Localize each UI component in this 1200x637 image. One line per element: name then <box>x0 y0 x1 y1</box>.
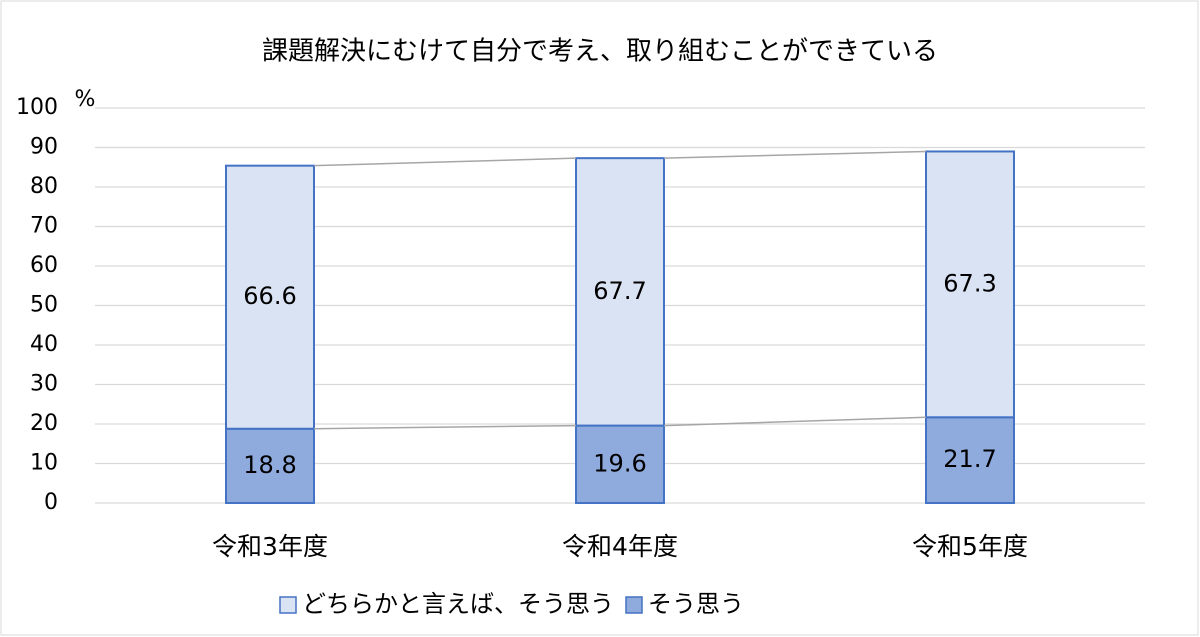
y-unit: % <box>75 87 96 112</box>
data-label: 19.6 <box>593 449 646 477</box>
series-line <box>663 416 927 427</box>
y-tick-label: 100 <box>16 95 58 120</box>
chart-title: 課題解決にむけて自分で考え、取り組むことができている <box>262 37 938 67</box>
x-tick-label: 令和3年度 <box>212 532 328 561</box>
series-line <box>313 157 577 167</box>
y-tick-label: 70 <box>30 214 58 239</box>
y-tick-label: 60 <box>30 253 58 278</box>
data-label: 66.6 <box>243 282 296 310</box>
y-tick-label: 80 <box>30 174 58 199</box>
x-tick-label: 令和5年度 <box>912 532 1028 561</box>
y-tick-label: 20 <box>30 411 58 436</box>
bar-segment <box>575 157 665 427</box>
legend-swatch <box>279 596 297 614</box>
bar-segment <box>225 427 315 504</box>
series-line <box>663 150 927 159</box>
series-line <box>313 424 577 430</box>
data-label: 67.3 <box>943 269 996 297</box>
y-tick-label: 90 <box>30 135 58 160</box>
data-label: 18.8 <box>243 451 296 479</box>
bar-segment <box>925 150 1015 419</box>
legend-swatch <box>625 596 643 614</box>
y-tick-label: 10 <box>30 451 58 476</box>
y-tick-label: 0 <box>44 490 58 515</box>
x-tick-label: 令和4年度 <box>562 532 678 561</box>
data-label: 21.7 <box>943 445 996 473</box>
data-label: 67.7 <box>593 277 646 305</box>
bar-segment <box>575 424 665 504</box>
y-tick-label: 40 <box>30 332 58 357</box>
legend-label: そう思う <box>648 590 744 618</box>
bar-segment <box>225 164 315 430</box>
y-tick-label: 50 <box>30 293 58 318</box>
legend-label: どちらかと言えば、そう思う <box>302 590 614 618</box>
y-tick-label: 30 <box>30 372 58 397</box>
